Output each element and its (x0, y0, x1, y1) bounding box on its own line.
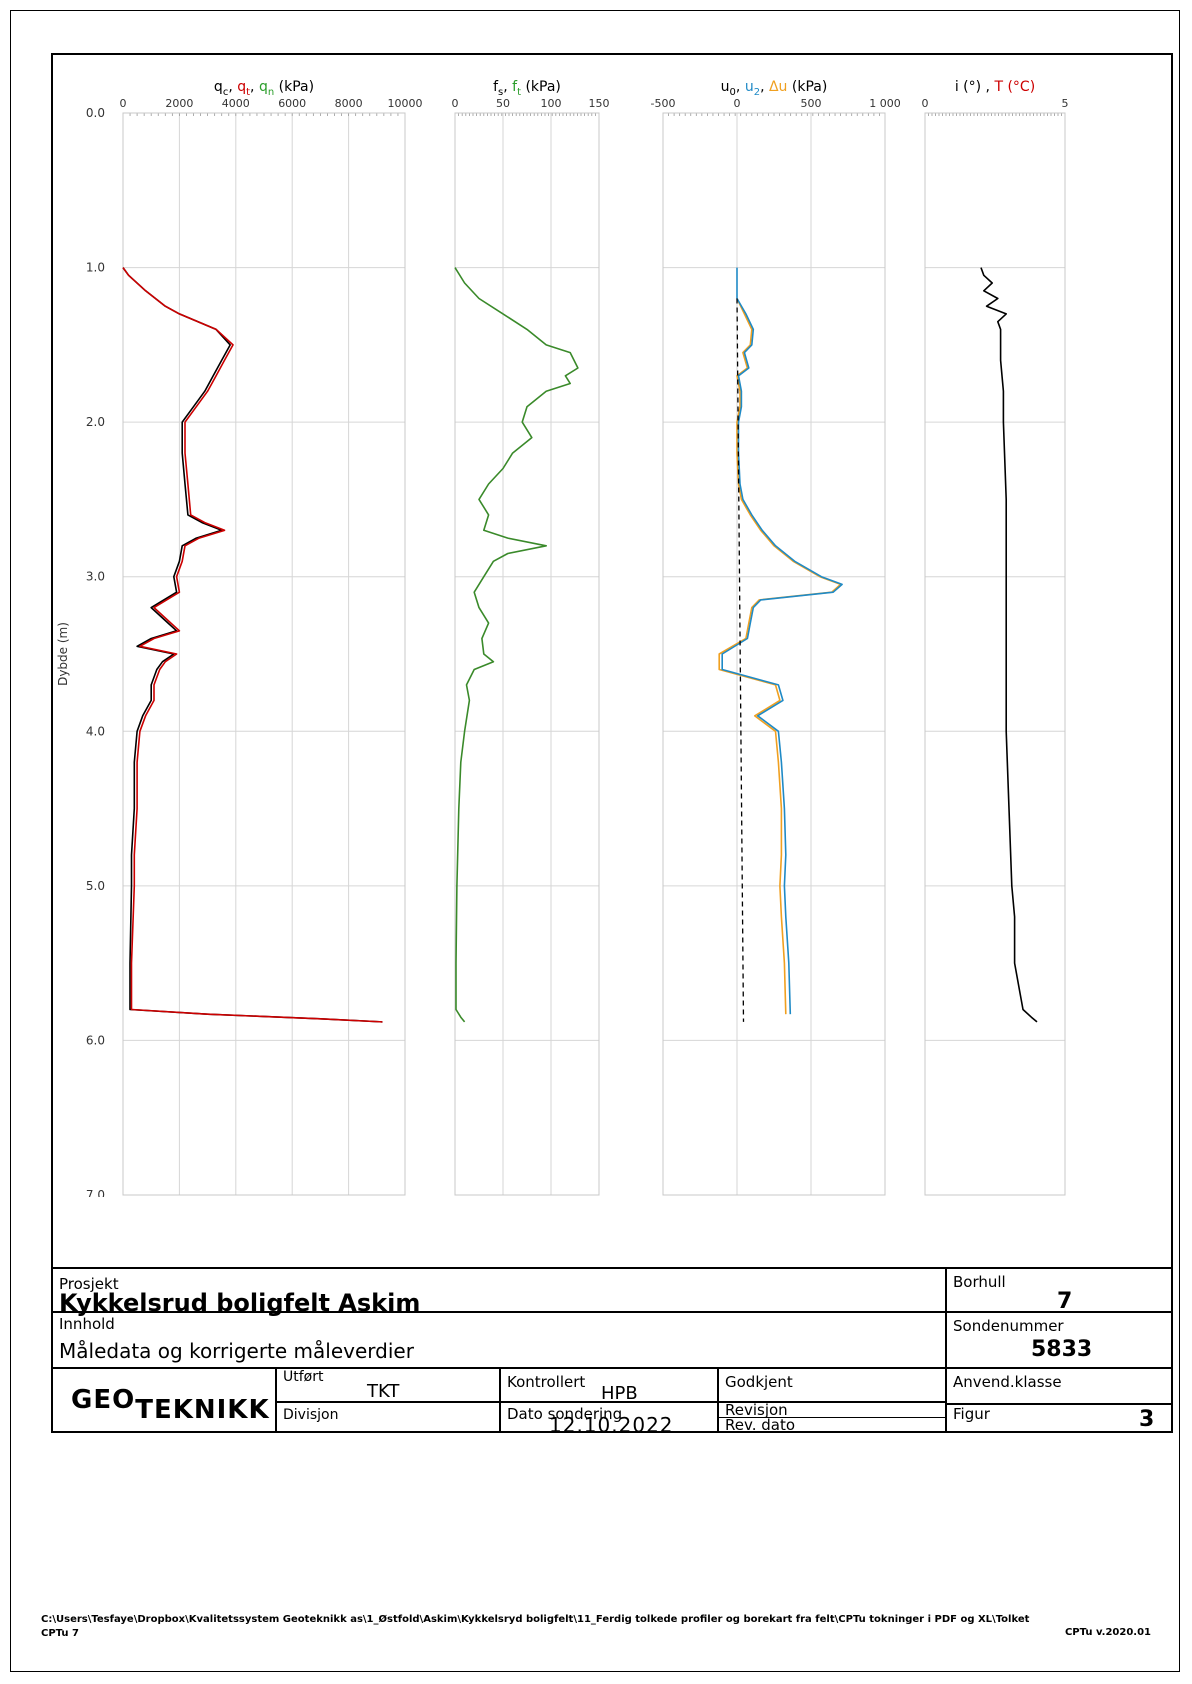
x-tick-label: 0 (734, 97, 741, 110)
drawing-frame: 0.0 1.0 2.0 3.0 4.0 5.0 6.0 7.0 Dybde (m) 0 2000 40… (51, 53, 1173, 1437)
x-tick-label: 150 (589, 97, 610, 110)
x-tick-label: 1 000 (869, 97, 901, 110)
y-axis-label: Dybde (m) (56, 622, 70, 686)
utfort-cell: Utført TKT (277, 1369, 501, 1403)
dato-label: Dato sondering (507, 1405, 623, 1423)
borhull-value: 7 (1057, 1289, 1073, 1314)
series-line-f-0 (454, 267, 579, 1023)
series-line-u-2 (736, 298, 745, 1022)
y-tick-label: 7.0 (86, 1188, 105, 1197)
godkjent-cell: Godkjent (719, 1369, 947, 1403)
godkjent-label: Godkjent (725, 1373, 793, 1391)
y-tick-label: 0.0 (86, 106, 105, 120)
y-tick-label: 1.0 (86, 261, 105, 275)
series-line-i-0 (980, 267, 1038, 1023)
borhull-label: Borhull (953, 1273, 1006, 1291)
panel-frame (924, 112, 1066, 1196)
version-label: CPTu v.2020.01 (1064, 1627, 1151, 1638)
kontrollert-value: HPB (601, 1383, 638, 1404)
cptu-chart: 0.0 1.0 2.0 3.0 4.0 5.0 6.0 7.0 Dybde (m) 0 2000 40… (56, 79, 1069, 1197)
innhold-label: Innhold (59, 1315, 115, 1333)
x-tick-label: 0 (922, 97, 929, 110)
kontrollert-cell: Kontrollert HPB (501, 1369, 719, 1404)
prosjekt-value: Kykkelsrud boligfelt Askim (59, 1289, 421, 1317)
logo-geo: GEO (71, 1385, 136, 1415)
x-tick-label: 2000 (165, 97, 193, 110)
file-path: C:\Users\Tesfaye\Dropbox\Kvalitetssystem… (41, 1614, 1030, 1639)
y-tick-label: 2.0 (86, 415, 105, 429)
divisjon-label: Divisjon (283, 1407, 339, 1423)
x-tick-label: 0 (120, 97, 127, 110)
divisjon-cell: Divisjon (277, 1403, 501, 1433)
prosjekt-cell: Prosjekt Kykkelsrud boligfelt Askim (53, 1269, 947, 1317)
panel-title: u0, u2, Δu (kPa) (721, 79, 828, 98)
dato-value: 12.10.2022 (549, 1413, 674, 1437)
y-tick-label: 4.0 (86, 724, 105, 738)
series-line-q-0 (122, 267, 383, 1023)
panel-frame (454, 112, 600, 1196)
panel-title: i (°) , T (°C) (955, 79, 1035, 95)
figur-cell: Figur 3 (947, 1405, 1171, 1433)
x-tick-label: 8000 (335, 97, 363, 110)
logo-cell: GEOTEKNIKK (53, 1369, 277, 1433)
x-tick-label: 10000 (388, 97, 423, 110)
series-line-q-1 (122, 267, 383, 1023)
figur-value: 3 (1139, 1407, 1155, 1432)
x-tick-label: 0 (452, 97, 459, 110)
sondenummer-value: 5833 (1031, 1337, 1093, 1362)
panel-title: fs, ft (kPa) (493, 79, 561, 98)
dato-cell: Dato sondering 12.10.2022 (501, 1403, 719, 1437)
sondenummer-label: Sondenummer (953, 1317, 1064, 1335)
x-tick-label: 6000 (278, 97, 306, 110)
logo-teknikk: TEKNIKK (135, 1395, 270, 1425)
panel-title: qc, qt, qn (kPa) (214, 79, 314, 98)
kontrollert-label: Kontrollert (507, 1373, 586, 1391)
innhold-value: Måledata og korrigerte måleverdier (59, 1339, 414, 1363)
revisjon-label: Revisjon (725, 1401, 788, 1419)
drawing-sheet: 0.0 1.0 2.0 3.0 4.0 5.0 6.0 7.0 Dybde (m) 0 2000 40… (10, 10, 1180, 1672)
x-tick-label: 100 (541, 97, 562, 110)
anvend-label: Anvend.klasse (953, 1373, 1062, 1391)
figur-label: Figur (953, 1405, 990, 1423)
x-tick-label: 500 (801, 97, 822, 110)
panel-frame (662, 112, 886, 1196)
prosjekt-label: Prosjekt (59, 1275, 119, 1293)
series-line-u-1 (721, 267, 843, 1015)
y-tick-label: 5.0 (86, 879, 105, 893)
utfort-label: Utført (283, 1369, 324, 1385)
title-block: Prosjekt Kykkelsrud boligfelt Askim Borh… (53, 1267, 1171, 1437)
anvend-cell: Anvend.klasse (947, 1369, 1171, 1405)
utfort-value: TKT (367, 1381, 400, 1402)
borhull-cell: Borhull 7 (947, 1269, 1171, 1314)
x-tick-label: 4000 (222, 97, 250, 110)
y-tick-label: 3.0 (86, 570, 105, 584)
innhold-cell: Innhold Måledata og korrigerte måleverdi… (53, 1313, 947, 1369)
geoteknikk-logo: GEOTEKNIKK (71, 1385, 270, 1425)
revdato-cell: Rev. dato (719, 1416, 947, 1434)
revdato-label: Rev. dato (725, 1416, 795, 1434)
x-tick-label: 5 (1062, 97, 1069, 110)
sondenummer-cell: Sondenummer 5833 (947, 1313, 1171, 1369)
panel-frame (122, 112, 406, 1196)
x-tick-label: -500 (651, 97, 676, 110)
y-tick-label: 6.0 (86, 1033, 105, 1047)
x-tick-label: 50 (496, 97, 510, 110)
revisjon-cell: Revisjon (719, 1401, 947, 1419)
